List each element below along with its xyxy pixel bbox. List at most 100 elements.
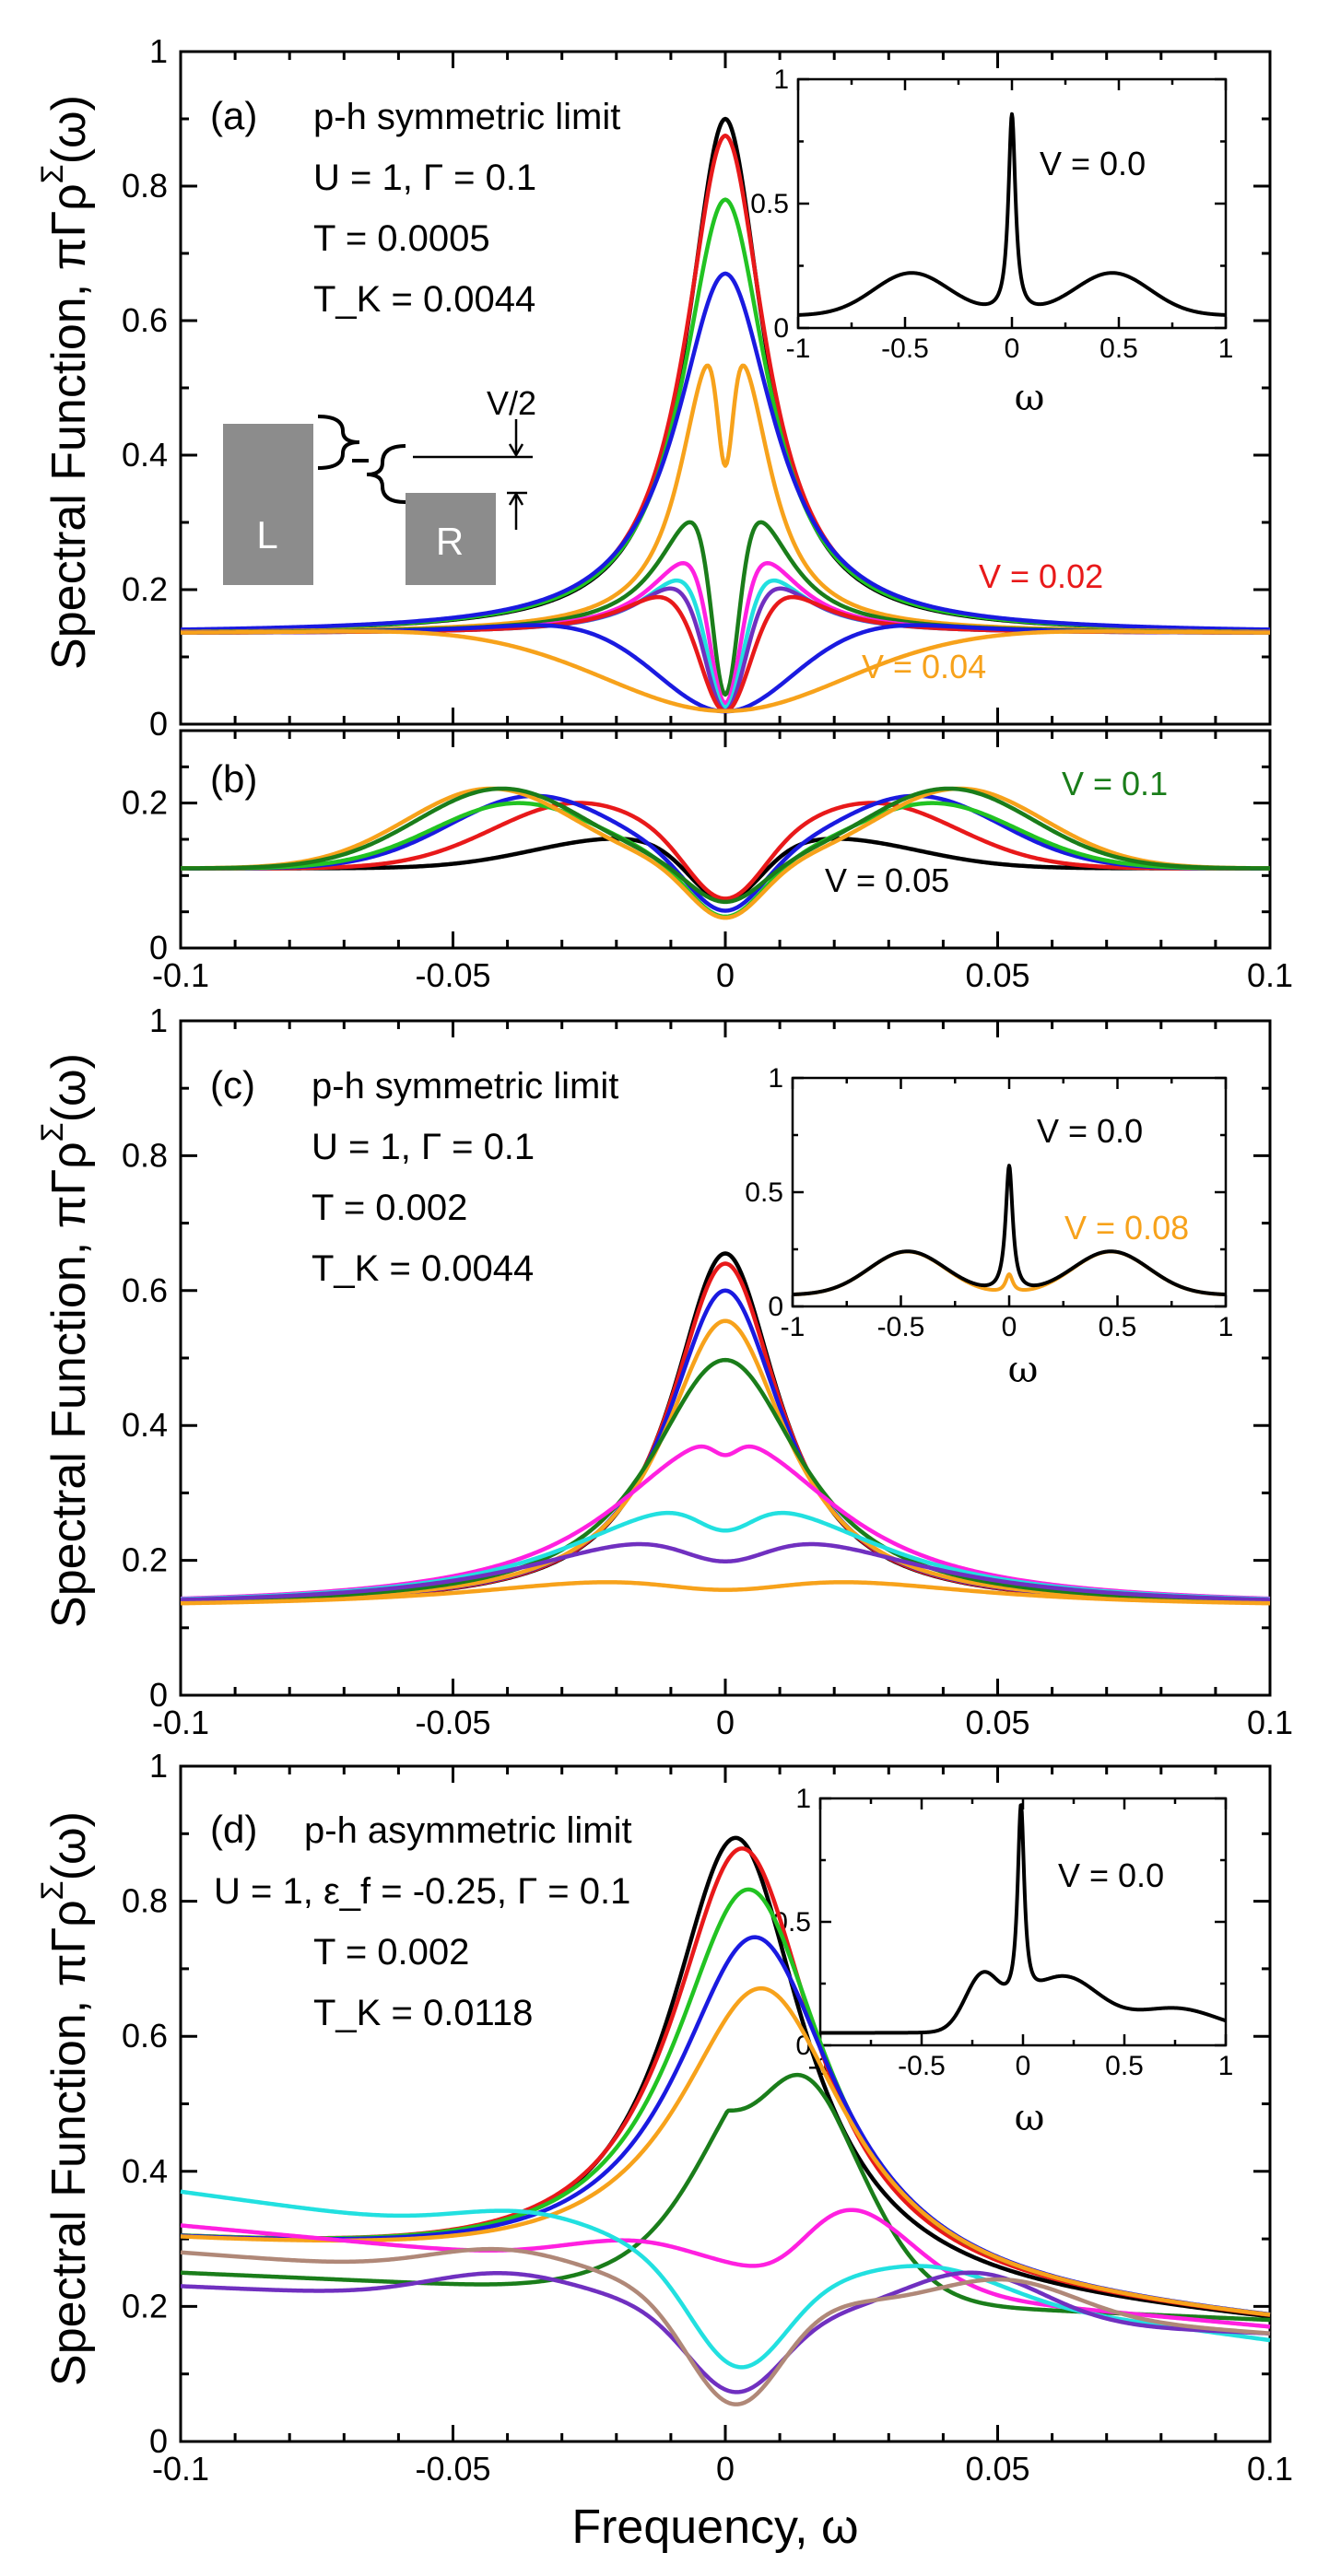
inset-c-frame [791,1076,1228,1308]
panel-b-label-v005: V = 0.05 [825,861,949,899]
y-tick-label: 0.2 [122,570,168,608]
x-tick-label: 0.05 [965,956,1029,994]
y-axis-title-sup: Σ [35,164,70,183]
y-axis-title-bottom: Spectral Function, πΓρΣ(ω) [35,1811,96,2386]
panel-a-label-v004: V = 0.04 [862,648,986,685]
panel-c-axes: 0 0.2 0.4 0.6 0.8 1 -0.1 -0.05 0 0.05 0.1 [122,1001,1293,1741]
y-tick-label: 0 [149,1676,168,1714]
inset-c-label-v008: V = 0.08 [1064,1209,1189,1247]
panel-a-series-V=0.04 [180,629,1271,714]
inset-y-tick-label: 0 [768,1292,783,1322]
bias-label: V/2 [487,384,536,422]
inset-x-tick-label: -0.5 [877,1312,925,1342]
inset-x-tick-label: 0.5 [1099,334,1138,364]
bias-arrowhead-bottom [508,491,524,506]
panel-label-a: (a) [210,94,257,137]
inset-x-tick-label: -1 [781,1312,805,1342]
inset-x-tick-label: 1 [1218,1312,1234,1342]
x-tick-label: 0 [716,956,735,994]
right-brace [366,444,406,504]
left-lead-block [223,424,313,585]
x-tick-label: 0.05 [965,2450,1029,2488]
y-tick-label: 0.6 [122,1271,168,1309]
inset-y-tick-label: 0.5 [745,1177,783,1208]
panel-c-series-V=0.012 [180,1444,1271,1601]
inset-x-tick-label: 1 [1218,334,1234,364]
y-tick-label: 0.8 [122,1136,168,1174]
inset-x-tick-label: 0.5 [1105,2051,1144,2081]
panel-b-series-V=0.06 [180,801,1271,901]
inset-d-series-V=0.0 [818,1803,1228,2035]
panel-d-kondo-temp: T_K = 0.0118 [313,1993,533,2033]
left-brace [317,415,360,470]
panel-d-series-V=0.03 [180,2207,1271,2329]
y-tick-label: 1 [149,32,168,70]
panel-label-c: (c) [210,1063,255,1107]
panel-c-temperature: T = 0.002 [312,1188,467,1228]
y-tick-label: 1 [149,1001,168,1039]
y-axis-title-top: Spectral Function, πΓρΣ(ω) [35,95,96,670]
inset-y-tick-label: 1 [795,1784,811,1814]
panel-b-series-V=0.1 [180,786,1271,905]
inset-a-xlabel: ω [1015,377,1045,419]
panel-label-b: (b) [210,757,257,801]
y-axis-title-main: Spectral Function, πΓρ [42,183,96,670]
panel-c-kondo-temp: T_K = 0.0044 [312,1248,534,1289]
inset-d-label-v0: V = 0.0 [1058,1856,1164,1894]
y-tick-label: 0 [149,705,168,743]
curves-layer [180,116,1271,2406]
panel-c-series-V=0.03 [180,1541,1271,1602]
x-tick-label: 0 [716,1704,735,1741]
inset-a-series-V=0.0 [796,111,1228,317]
y-axis-title-tail: (ω) [42,95,96,164]
x-tick-label: 0.1 [1247,1704,1293,1741]
x-tick-label: -0.1 [152,1704,209,1741]
panel-c-series-V=0.04 [180,1580,1271,1606]
inset-c-label-v0: V = 0.0 [1037,1112,1143,1150]
panel-a-series-V=0.014 [180,520,1271,697]
panel-d-params: U = 1, ε_f = -0.25, Γ = 0.1 [214,1871,630,1912]
y-tick-label: 0.8 [122,167,168,205]
panel-c-regime: p-h symmetric limit [312,1066,618,1107]
inset-x-tick-label: -0.5 [898,2051,946,2081]
x-axis-title: Frequency, ω [571,2500,858,2554]
panel-c-series-V=0.02 [180,1510,1271,1602]
y-tick-label: 1 [149,1747,168,1785]
inset-x-tick-label: 0 [1016,2051,1031,2081]
y-tick-label: 0.4 [122,1406,168,1444]
panel-b-series-V=0.07 [180,793,1271,913]
x-tick-label: 0.05 [965,1704,1029,1741]
x-tick-label: -0.05 [415,956,490,994]
x-tick-label: -0.1 [152,956,209,994]
panel-d-series-V=0.02 [180,2072,1271,2323]
panel-b-axes: 0 0.2 -0.1 -0.05 0 0.05 0.1 [122,729,1293,994]
left-lead-label: L [256,513,277,556]
panel-a-label-v002: V = 0.02 [979,557,1103,595]
y-tick-label: 0.2 [122,784,168,822]
panel-a-temperature: T = 0.0005 [313,218,490,259]
inset-x-tick-label: 0 [1005,334,1020,364]
panel-a-kondo-temp: T_K = 0.0044 [313,279,535,320]
inset-y-tick-label: 0 [773,313,789,344]
inset-c-axes: -1 -0.5 0 0.5 1 0 0.5 1 [745,1063,1233,1342]
panel-b-series-V=0.09 [180,786,1271,920]
right-lead-block [406,493,496,585]
panel-b-series-V=0.05 [180,837,1271,903]
panel-c-series-V=0.008 [180,1357,1271,1604]
x-tick-label: 0 [716,2450,735,2488]
inset-a-label-v0: V = 0.0 [1040,145,1146,182]
inset-x-tick-label: 1 [1218,2051,1234,2081]
panel-d-series-V=0.05 [180,2270,1271,2395]
inset-x-tick-label: 0.5 [1099,1312,1137,1342]
x-tick-label: -0.05 [415,1704,490,1741]
panel-a-series-V=0.006 [180,271,1271,632]
panel-c-params: U = 1, Γ = 0.1 [312,1127,535,1167]
panel-a-series-V=0.018 [180,578,1271,709]
y-tick-label: 0.4 [122,436,168,474]
x-tick-label: -0.05 [415,2450,490,2488]
y-tick-label: 0.2 [122,1541,168,1579]
inset-x-tick-label: 0 [1002,1312,1017,1342]
right-lead-label: R [436,520,464,563]
inset-d-xlabel: ω [1015,2097,1045,2139]
